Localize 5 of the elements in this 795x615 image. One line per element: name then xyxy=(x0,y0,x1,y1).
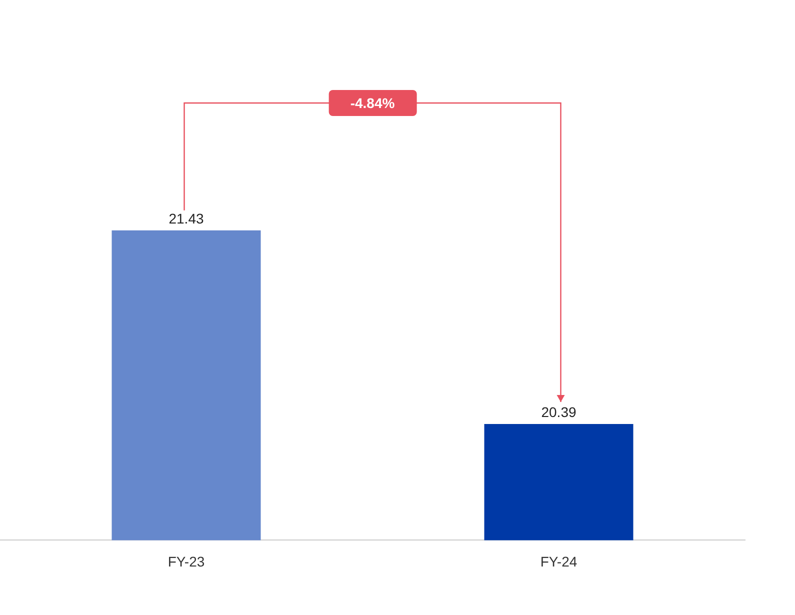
x-tick-label: FY-24 xyxy=(540,553,578,570)
data-label: 20.39 xyxy=(541,404,576,420)
x-tick-label: FY-23 xyxy=(168,553,205,570)
text: -4.84% xyxy=(328,90,417,116)
data-label: 21.43 xyxy=(168,210,204,226)
